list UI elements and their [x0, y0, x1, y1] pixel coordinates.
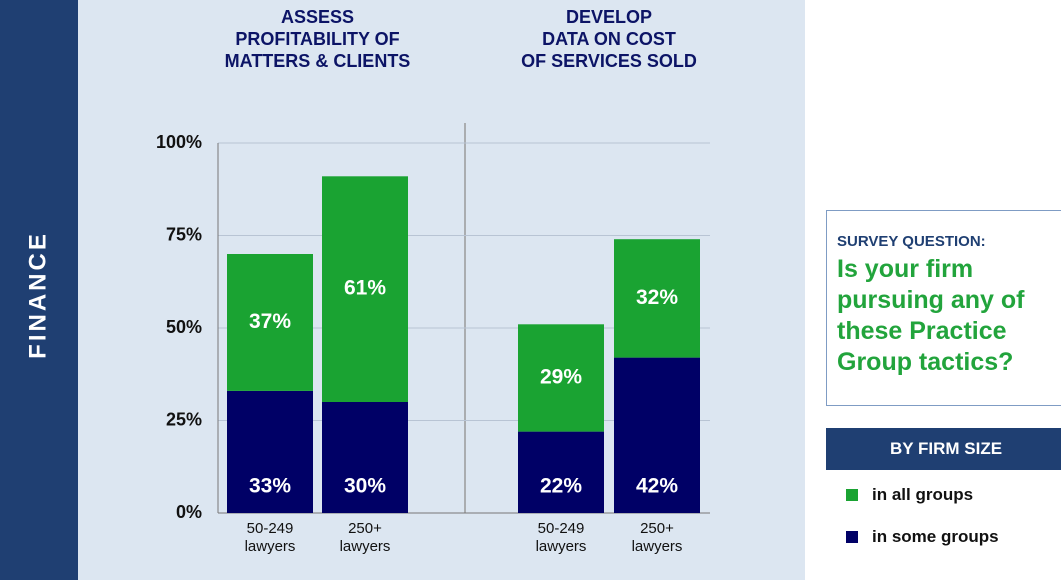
y-tick-label: 50% — [166, 317, 202, 337]
data-label: 30% — [344, 475, 386, 498]
bar-segment — [227, 254, 313, 391]
bar-segment — [518, 324, 604, 432]
bar-segment — [322, 176, 408, 402]
data-label: 32% — [636, 286, 678, 309]
group-title-line: PROFITABILITY OF — [235, 29, 400, 49]
bar-segment — [614, 239, 700, 358]
bar-segment — [227, 390, 313, 513]
legend-label: in some groups — [872, 527, 999, 546]
bar-segment — [518, 431, 604, 513]
x-tick-label: 250+ lawyers — [631, 520, 683, 555]
x-tick-label: 50-249 lawyers — [244, 520, 296, 555]
y-tick-label: 25% — [166, 409, 202, 429]
data-label: 61% — [344, 277, 386, 300]
legend-swatch — [846, 531, 858, 543]
survey-question: Is your firm pursuing any of these Pract… — [837, 255, 1025, 376]
bar-segment — [614, 357, 700, 513]
data-label: 29% — [540, 365, 582, 388]
data-label: 37% — [249, 310, 291, 333]
legend-title: BY FIRM SIZE — [826, 428, 1061, 470]
group-title-line: DEVELOP — [565, 7, 653, 27]
group-title-line: ASSESS — [280, 7, 355, 27]
survey-label: SURVEY QUESTION: — [837, 233, 986, 250]
group-title-line: MATTERS & CLIENTS — [224, 51, 411, 71]
y-tick-label: 100% — [156, 132, 202, 152]
x-tick-label: 250+ lawyers — [339, 520, 391, 555]
data-label: 42% — [636, 475, 678, 498]
x-tick-label: 50-249 lawyers — [535, 520, 587, 555]
data-label: 33% — [249, 475, 291, 498]
group-title: DEVELOP DATA ON COST OF SERVICES SOLD — [479, 6, 739, 72]
survey-box: SURVEY QUESTION: Is your firm pursuing a… — [826, 210, 1061, 406]
legend-item: in some groups — [846, 527, 999, 547]
y-tick-label: 0% — [176, 502, 202, 522]
legend-swatch — [846, 489, 858, 501]
side-band — [0, 0, 78, 580]
legend-item: in all groups — [846, 485, 973, 505]
group-title-line: OF SERVICES SOLD — [521, 51, 697, 71]
y-tick-label: 75% — [166, 224, 202, 244]
bar-segment — [322, 402, 408, 513]
side-label: FINANCE — [24, 231, 51, 359]
group-title-line: DATA ON COST — [542, 29, 676, 49]
group-title: ASSESS PROFITABILITY OF MATTERS & CLIENTS — [188, 6, 448, 72]
data-label: 22% — [540, 475, 582, 498]
legend-label: in all groups — [872, 485, 974, 504]
